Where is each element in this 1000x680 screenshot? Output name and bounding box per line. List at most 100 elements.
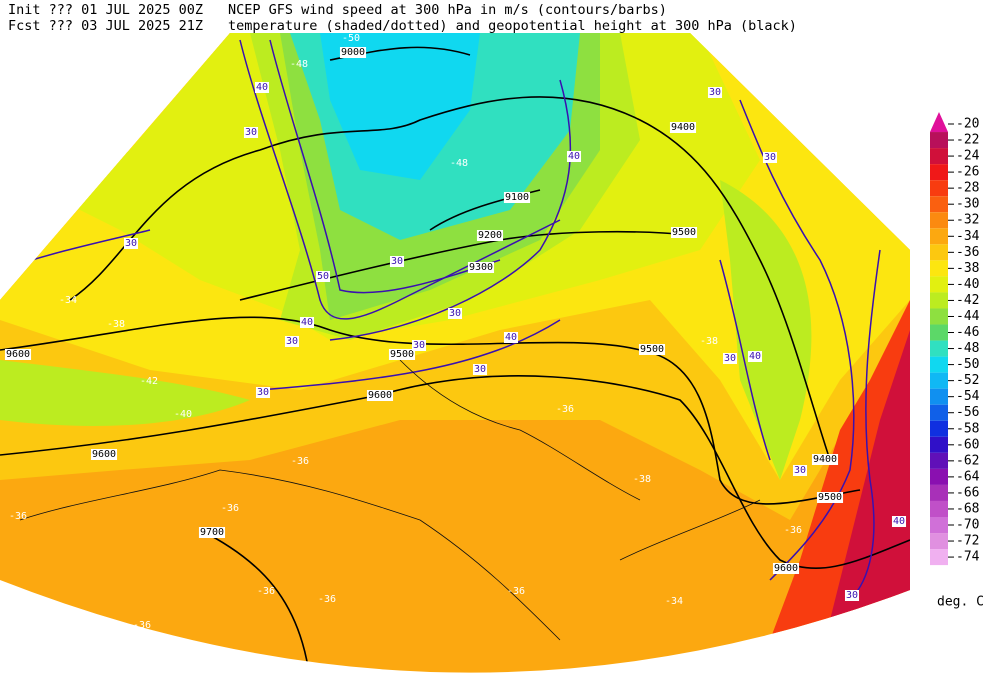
temperatures-label: -36 bbox=[291, 456, 309, 467]
label-box bbox=[389, 256, 405, 267]
label-box bbox=[254, 82, 270, 93]
label-box bbox=[844, 590, 860, 601]
init-text: Init ??? 01 JUL 2025 00Z bbox=[8, 2, 203, 18]
temperatures-label: -50 bbox=[342, 33, 360, 44]
wind_speeds-label: 30 bbox=[794, 465, 806, 476]
title: NCEP GFS wind speed at 300 hPa in m/s (c… bbox=[228, 2, 667, 18]
heights-label: 9500 bbox=[640, 344, 664, 355]
heights-label: 9500 bbox=[818, 492, 842, 503]
wind_speeds-label: 30 bbox=[449, 308, 461, 319]
label-box bbox=[4, 349, 32, 360]
temperatures-label: -36 bbox=[9, 511, 27, 522]
heights-label: 9500 bbox=[672, 227, 696, 238]
label-box bbox=[792, 465, 808, 476]
colorbar-box bbox=[930, 549, 948, 566]
label-box bbox=[123, 238, 139, 249]
wind_speeds-label: 40 bbox=[749, 351, 761, 362]
colorbar-box bbox=[930, 372, 948, 389]
wind_speeds-label: 30 bbox=[391, 256, 403, 267]
colorbar-arrow bbox=[930, 112, 948, 132]
temperatures-label: -38 bbox=[700, 336, 718, 347]
temperatures-label: -36 bbox=[556, 404, 574, 415]
wind_speeds-label: 40 bbox=[505, 332, 517, 343]
temperatures-label: -42 bbox=[140, 376, 158, 387]
wind_speeds-label: 30 bbox=[846, 590, 858, 601]
colorbar-box bbox=[930, 388, 948, 405]
subtitle: temperature (shaded/dotted) and geopoten… bbox=[228, 18, 797, 34]
colorbar-box bbox=[930, 500, 948, 517]
colorbar-label: -20 bbox=[956, 117, 979, 132]
label-box bbox=[388, 349, 416, 360]
temperatures-label: -36 bbox=[318, 594, 336, 605]
label-box bbox=[669, 122, 697, 133]
wind_speeds-label: 30 bbox=[709, 87, 721, 98]
colorbar-label: -34 bbox=[956, 229, 980, 244]
colorbar-label: -38 bbox=[956, 261, 979, 276]
colorbar-box bbox=[930, 517, 948, 534]
colorbar-box bbox=[930, 356, 948, 373]
colorbar-box bbox=[930, 244, 948, 261]
label-box bbox=[816, 492, 844, 503]
colorbar-label: -28 bbox=[956, 181, 979, 196]
temperatures-label: -48 bbox=[450, 158, 468, 169]
label-box bbox=[638, 344, 666, 355]
colorbar-label: -44 bbox=[956, 309, 980, 324]
label-box bbox=[503, 332, 519, 343]
colorbar-box bbox=[930, 292, 948, 309]
label-box bbox=[747, 351, 763, 362]
colorbar-box bbox=[930, 340, 948, 357]
heights-label: 9200 bbox=[478, 230, 502, 241]
colorbar-box bbox=[930, 436, 948, 453]
colorbar-label: -24 bbox=[956, 149, 980, 164]
wind_speeds-label: 30 bbox=[474, 364, 486, 375]
colorbar-label: -62 bbox=[956, 453, 979, 468]
temperatures-label: -36 bbox=[784, 525, 802, 536]
label-box bbox=[670, 227, 698, 238]
colorbar-box bbox=[930, 132, 948, 149]
colorbar-box bbox=[930, 404, 948, 421]
colorbar-box bbox=[930, 324, 948, 341]
temperatures-label: -34 bbox=[665, 596, 683, 607]
temperatures-label: -38 bbox=[633, 474, 651, 485]
heights-label: 9300 bbox=[469, 262, 493, 273]
colorbar-label: -56 bbox=[956, 405, 979, 420]
heights-label: 9400 bbox=[671, 122, 695, 133]
label-box bbox=[722, 353, 738, 364]
label-box bbox=[707, 87, 723, 98]
colorbar-label: -58 bbox=[956, 421, 979, 436]
colorbar-box bbox=[930, 228, 948, 245]
colorbar-box bbox=[930, 260, 948, 277]
colorbar-label: -30 bbox=[956, 197, 979, 212]
label-box bbox=[447, 308, 463, 319]
temperatures-label: -36 bbox=[507, 586, 525, 597]
colorbar-label: -36 bbox=[956, 245, 979, 260]
temperatures-label: -36 bbox=[257, 586, 275, 597]
label-box bbox=[339, 47, 367, 58]
colorbar-box bbox=[930, 420, 948, 437]
colorbar-box bbox=[930, 484, 948, 501]
wind_speeds-label: 30 bbox=[257, 387, 269, 398]
colorbar-box bbox=[930, 452, 948, 469]
colorbar-label: -70 bbox=[956, 518, 979, 533]
colorbar-box bbox=[930, 533, 948, 550]
label-box bbox=[472, 364, 488, 375]
label-box bbox=[90, 449, 118, 460]
heights-label: 9600 bbox=[6, 349, 30, 360]
label-box bbox=[762, 152, 778, 163]
colorbar-box bbox=[930, 468, 948, 485]
colorbar-label: -32 bbox=[956, 213, 979, 228]
wind_speeds-label: 40 bbox=[256, 82, 268, 93]
label-box bbox=[255, 387, 271, 398]
label-box bbox=[198, 527, 226, 538]
wind_speeds-label: 30 bbox=[413, 340, 425, 351]
temperatures-label: -34 bbox=[59, 295, 77, 306]
label-box bbox=[299, 317, 315, 328]
heights-label: 9600 bbox=[774, 563, 798, 574]
unit-label: deg. C bbox=[937, 595, 984, 610]
wind_speeds-label: 30 bbox=[286, 336, 298, 347]
label-box bbox=[811, 454, 839, 465]
colorbar-label: -64 bbox=[956, 469, 980, 484]
colorbar-label: -22 bbox=[956, 133, 979, 148]
